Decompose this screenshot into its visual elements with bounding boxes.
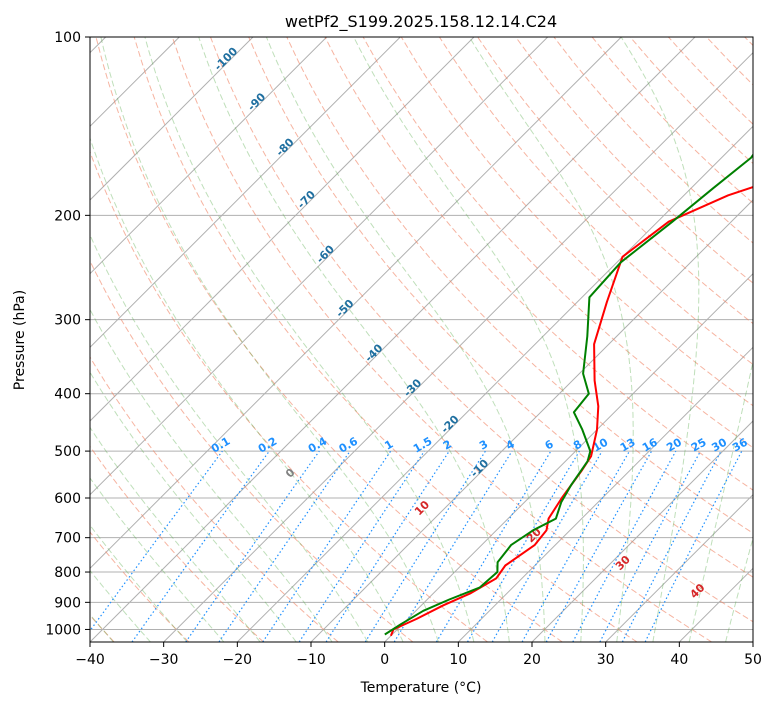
mixing-ratio-line <box>185 450 320 642</box>
chart-title: wetPf2_S199.2025.158.12.14.C24 <box>285 12 557 32</box>
x-axis-label: Temperature (°C) <box>360 680 482 696</box>
isotherm-line <box>90 37 475 422</box>
background-lines <box>90 37 753 642</box>
dry-adiabat-line <box>286 37 753 534</box>
y-tick-label: 500 <box>54 444 81 460</box>
isotherm-line <box>384 272 753 642</box>
dry-adiabat-line <box>90 150 488 642</box>
dry-adiabat-line <box>248 37 753 578</box>
isotherm-line <box>90 37 549 496</box>
plot-background <box>90 37 753 642</box>
y-tick-label: 100 <box>54 30 81 46</box>
x-tick-label: 20 <box>523 652 541 668</box>
mixing-ratio-line <box>218 450 351 642</box>
plot-frame <box>89 36 754 643</box>
y-tick-label: 900 <box>54 595 81 611</box>
x-tick-label: −10 <box>296 652 326 668</box>
isotherm-line <box>90 37 328 275</box>
moist-adiabat-line <box>198 37 510 642</box>
moist-adiabat-line <box>90 136 404 642</box>
moist-adiabat-line <box>688 358 753 642</box>
dry-adiabat-line <box>515 37 753 284</box>
moist-adiabat-line <box>90 524 188 642</box>
dry-adiabat-line <box>400 37 753 407</box>
moist-adiabat-line <box>353 37 584 642</box>
isotherm-line <box>90 37 696 642</box>
dry-adiabat-line <box>133 37 638 642</box>
moist-adiabat-line <box>144 37 475 642</box>
dry-adiabat-line <box>438 37 753 366</box>
moist-adiabat-line <box>620 37 700 642</box>
moist-adiabat-line <box>90 426 261 642</box>
dewpoint-profile <box>384 153 753 636</box>
x-tick-label: 50 <box>744 652 762 668</box>
y-tick-label: 1000 <box>45 622 81 638</box>
mixing-ratio-line <box>521 450 631 642</box>
x-tick-label: 30 <box>597 652 615 668</box>
dry-adiabat-line <box>90 531 190 642</box>
mixing-ratio-line <box>262 450 392 642</box>
y-tick-label: 600 <box>54 491 81 507</box>
x-tick-label: 0 <box>380 652 389 668</box>
dry-adiabat-line <box>90 445 264 642</box>
moist-adiabat-line <box>90 371 297 642</box>
y-tick-label: 200 <box>54 208 81 224</box>
moist-adiabat-line <box>90 569 151 642</box>
isotherm-line <box>752 641 753 642</box>
dry-adiabat-line <box>90 259 414 642</box>
profile-lines <box>384 153 753 637</box>
isotherm-line <box>90 37 401 349</box>
x-tick-label: −40 <box>75 652 105 668</box>
mixing-ratio-line <box>572 450 677 642</box>
isotherm-line <box>163 51 753 642</box>
dry-adiabat-line <box>90 356 339 642</box>
mixing-ratio-line <box>644 450 743 642</box>
dry-adiabat-line <box>95 37 563 642</box>
isotherm-line <box>90 37 254 201</box>
dry-adiabat-line <box>210 37 753 623</box>
y-tick-label: 300 <box>54 313 81 329</box>
x-tick-label: −30 <box>149 652 179 668</box>
y-axis-label: Pressure (hPa) <box>12 290 28 390</box>
dry-adiabat-line <box>171 37 712 642</box>
mixing-ratio-line <box>90 450 223 632</box>
isotherm-line <box>531 420 753 642</box>
mixing-ratio-line <box>545 450 653 642</box>
axes: −40 −30 −20 −10 0 10 20 30 40 50 100 200 300 400 500 60… <box>45 30 762 668</box>
moist-adiabat-line <box>100 37 439 642</box>
y-tick-label: 700 <box>54 531 81 547</box>
temperature-profile <box>389 186 753 637</box>
moist-adiabat-line <box>90 233 369 642</box>
isotherm-line <box>605 493 753 642</box>
y-tick-label: 800 <box>54 565 81 581</box>
x-tick-label: 10 <box>449 652 467 668</box>
mixing-ratio-line <box>131 450 270 642</box>
mixing-ratio-line <box>325 450 450 642</box>
x-tick-label: −20 <box>223 652 253 668</box>
isotherm-line <box>457 346 753 642</box>
y-tick-label: 400 <box>54 387 81 403</box>
mixing-ratio-line <box>393 450 513 642</box>
moist-adiabat-line <box>90 477 225 642</box>
x-tick-label: 40 <box>670 652 688 668</box>
moist-adiabat-line <box>265 37 546 642</box>
isotherm-line <box>90 37 622 570</box>
mixing-ratio-line <box>298 450 425 642</box>
isotherm-line <box>236 125 753 642</box>
